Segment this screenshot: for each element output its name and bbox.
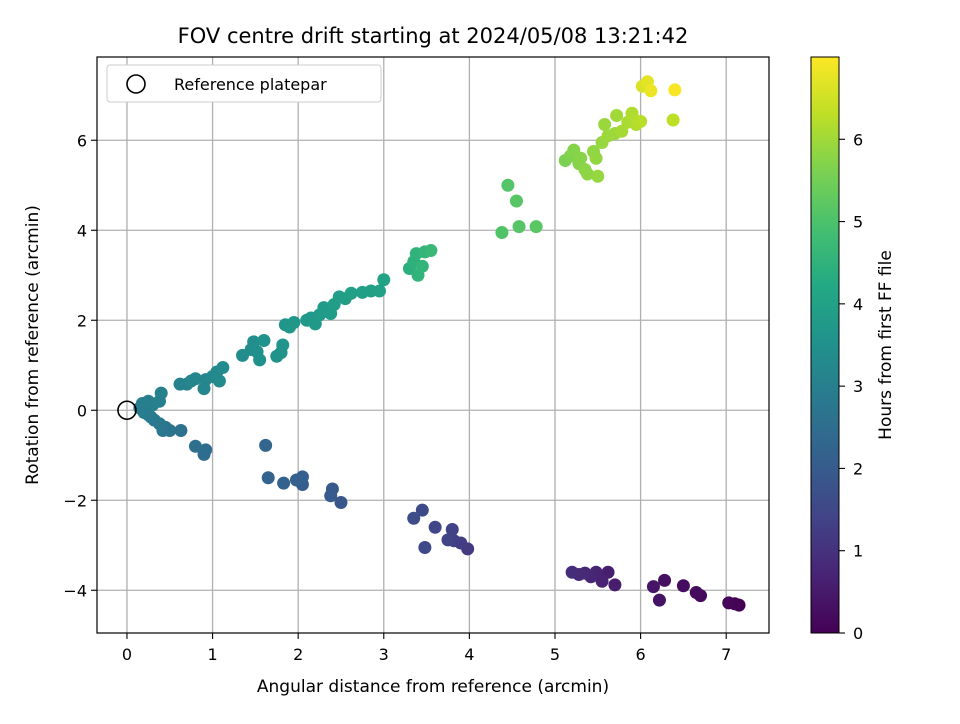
colorbar-tick-label: 5 bbox=[853, 213, 863, 232]
data-point bbox=[174, 424, 188, 437]
x-tick-label: 6 bbox=[635, 645, 645, 664]
data-point bbox=[415, 503, 429, 517]
chart-title: FOV centre drift starting at 2024/05/08 … bbox=[178, 24, 689, 48]
data-point bbox=[722, 596, 736, 610]
data-point bbox=[154, 386, 168, 400]
data-point bbox=[644, 84, 658, 98]
data-point bbox=[646, 580, 660, 594]
data-point bbox=[512, 220, 526, 234]
data-point bbox=[625, 106, 639, 120]
data-point bbox=[428, 520, 442, 534]
x-tick-label: 0 bbox=[122, 645, 132, 664]
x-axis-label: Angular distance from reference (arcmin) bbox=[257, 677, 609, 697]
data-point bbox=[634, 114, 648, 128]
data-point bbox=[658, 573, 672, 587]
data-point bbox=[529, 220, 543, 234]
x-tick-label: 1 bbox=[207, 645, 217, 664]
data-point bbox=[445, 523, 459, 536]
colorbar-ticks: 0 1 2 3 4 5 6 bbox=[839, 130, 863, 643]
legend-box bbox=[106, 64, 382, 103]
data-point bbox=[253, 353, 267, 367]
data-point bbox=[247, 335, 261, 349]
data-point bbox=[197, 447, 211, 461]
data-point bbox=[377, 273, 391, 287]
data-point bbox=[188, 439, 202, 453]
data-point bbox=[276, 338, 290, 352]
data-point bbox=[495, 226, 509, 239]
data-point bbox=[666, 113, 680, 127]
plot-frame bbox=[96, 56, 770, 634]
data-point bbox=[424, 244, 438, 257]
data-point bbox=[372, 284, 386, 298]
data-point bbox=[415, 259, 429, 273]
data-point bbox=[257, 334, 271, 347]
x-tick-label: 3 bbox=[379, 645, 389, 664]
grid bbox=[97, 57, 769, 633]
data-point bbox=[407, 511, 421, 525]
colorbar: 0 1 2 3 4 5 6 Hours from first FF file bbox=[810, 56, 896, 643]
data-point bbox=[598, 118, 612, 131]
y-tick-label: 2 bbox=[77, 311, 87, 330]
data-points bbox=[133, 75, 746, 612]
colorbar-tick-label: 2 bbox=[853, 459, 863, 478]
x-tick-label: 4 bbox=[464, 645, 474, 664]
data-point bbox=[574, 151, 588, 165]
data-point bbox=[591, 169, 605, 183]
data-point bbox=[261, 471, 275, 485]
colorbar-label: Hours from first FF file bbox=[876, 250, 896, 440]
y-axis-ticks: −4 −2 0 2 4 6 bbox=[63, 131, 97, 600]
x-tick-label: 7 bbox=[721, 645, 731, 664]
colorbar-tick-label: 4 bbox=[853, 295, 863, 314]
legend-marker bbox=[126, 74, 146, 94]
data-point bbox=[501, 178, 515, 192]
data-point bbox=[652, 593, 666, 607]
reference-point bbox=[117, 400, 137, 421]
x-tick-label: 5 bbox=[550, 645, 560, 664]
x-tick-label: 2 bbox=[293, 645, 303, 664]
data-point bbox=[668, 83, 682, 97]
data-point bbox=[334, 496, 348, 509]
data-point bbox=[581, 167, 595, 181]
data-point bbox=[610, 109, 624, 122]
data-point bbox=[676, 579, 690, 593]
data-point bbox=[259, 438, 273, 452]
data-point bbox=[212, 374, 226, 388]
colorbar-tick-label: 1 bbox=[853, 542, 863, 561]
data-point bbox=[418, 541, 432, 554]
colorbar-tick-label: 0 bbox=[853, 624, 863, 643]
colorbar-gradient bbox=[810, 56, 840, 634]
data-point bbox=[188, 372, 202, 386]
y-tick-label: 6 bbox=[77, 131, 87, 150]
data-point bbox=[216, 361, 230, 374]
data-point bbox=[287, 316, 301, 329]
data-point bbox=[324, 489, 338, 503]
data-point bbox=[173, 377, 187, 391]
colorbar-tick-label: 6 bbox=[853, 130, 863, 149]
data-point bbox=[344, 286, 358, 300]
data-point bbox=[289, 473, 303, 487]
y-tick-label: 4 bbox=[77, 221, 87, 240]
data-point bbox=[509, 194, 523, 208]
data-point bbox=[565, 565, 579, 579]
colorbar-tick-label: 3 bbox=[853, 377, 863, 396]
y-tick-label: −4 bbox=[63, 581, 87, 600]
data-point bbox=[277, 476, 291, 490]
y-axis-label: Rotation from reference (arcmin) bbox=[23, 205, 43, 485]
data-point bbox=[441, 533, 455, 547]
y-tick-label: −2 bbox=[63, 491, 87, 510]
data-point bbox=[589, 151, 603, 165]
legend-entry: Reference platepar bbox=[174, 75, 327, 94]
data-point bbox=[689, 586, 703, 599]
data-point bbox=[608, 578, 622, 592]
x-axis-ticks: 0 1 2 3 4 5 6 7 bbox=[122, 633, 731, 664]
y-tick-label: 0 bbox=[77, 401, 87, 420]
legend: Reference platepar bbox=[106, 64, 382, 103]
